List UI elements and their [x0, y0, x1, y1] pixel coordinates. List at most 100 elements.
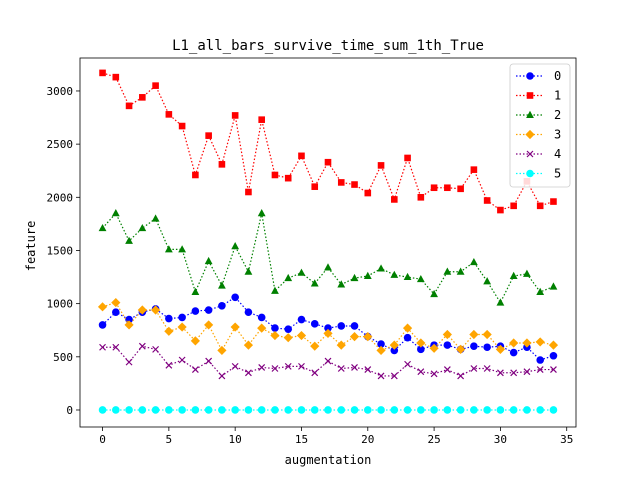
data-point [231, 242, 240, 250]
data-point [497, 206, 504, 214]
data-point [549, 282, 558, 290]
data-point [310, 341, 320, 351]
data-point [483, 343, 491, 352]
x-tick-label: 20 [361, 433, 374, 446]
data-point [258, 116, 265, 123]
data-point [364, 189, 372, 197]
data-point [456, 406, 465, 414]
data-point [178, 313, 186, 322]
data-point [218, 301, 226, 310]
data-point [536, 202, 544, 210]
data-point [139, 94, 146, 101]
data-point [550, 366, 557, 374]
legend-entry: 1 [516, 89, 561, 103]
data-point [164, 245, 173, 253]
data-point [150, 305, 161, 315]
data-point [364, 366, 372, 374]
plot-frame [79, 57, 577, 428]
data-point [271, 286, 279, 294]
data-point [324, 158, 332, 166]
legend-label: 1 [554, 89, 561, 103]
legend-entry: 3 [516, 128, 561, 142]
data-point [178, 122, 186, 130]
data-point [191, 406, 200, 414]
data-point [298, 362, 305, 370]
chart-title: L1_all_bars_survive_time_sum_1th_True [172, 38, 484, 54]
data-point [390, 372, 398, 380]
data-point [349, 332, 360, 342]
data-point [190, 336, 200, 346]
data-point [151, 406, 160, 414]
data-point [138, 406, 147, 414]
data-point [550, 198, 557, 205]
data-point [377, 264, 385, 272]
data-point [283, 333, 293, 343]
data-point [509, 338, 519, 348]
data-point [125, 236, 133, 244]
data-point [204, 406, 213, 414]
data-point [218, 406, 226, 414]
data-point [111, 209, 120, 217]
data-point [204, 306, 213, 314]
legend-entry: 0 [516, 69, 561, 83]
data-point [389, 340, 399, 350]
data-point [350, 273, 359, 282]
data-point [337, 406, 346, 414]
legend-marker [526, 92, 534, 99]
data-point [483, 365, 491, 372]
data-point [456, 267, 465, 275]
data-point [284, 325, 293, 333]
data-point [271, 171, 279, 179]
legend-marker [526, 72, 534, 80]
series-line-2 [102, 212, 554, 304]
data-point [323, 328, 333, 339]
data-point [112, 73, 120, 81]
data-point [443, 366, 451, 374]
data-point [363, 271, 372, 279]
data-point [430, 289, 438, 298]
data-point [469, 329, 479, 340]
data-point [496, 369, 504, 377]
data-point [164, 326, 174, 336]
data-point [165, 111, 173, 118]
data-point [510, 202, 517, 210]
y-tick-label: 2500 [47, 138, 74, 151]
data-point [271, 406, 279, 414]
data-point [351, 364, 358, 371]
data-point [457, 372, 465, 380]
data-point [456, 344, 466, 354]
data-point [311, 369, 319, 377]
data-point [112, 308, 120, 316]
data-point [416, 274, 425, 283]
data-point [377, 340, 385, 348]
data-point [125, 406, 133, 414]
data-point [191, 287, 200, 295]
data-point [138, 223, 147, 232]
data-point [443, 406, 452, 414]
data-point [310, 406, 319, 414]
data-point [204, 256, 213, 265]
legend-entry: 2 [516, 108, 561, 122]
data-point [244, 308, 253, 316]
data-point [536, 356, 544, 364]
data-point [97, 302, 108, 312]
y-tick-label: 1000 [47, 298, 74, 311]
data-point [218, 161, 226, 168]
y-tick-label: 500 [53, 351, 73, 364]
data-point [470, 166, 478, 173]
y-tick-label: 3000 [47, 85, 74, 98]
series-2 [98, 209, 558, 306]
data-point [469, 257, 478, 266]
data-point [337, 322, 346, 330]
data-point [191, 366, 199, 374]
data-point [535, 337, 545, 347]
data-point [284, 362, 292, 370]
data-point [390, 346, 399, 355]
data-point [111, 297, 121, 308]
data-point [377, 406, 385, 414]
series-line-1 [102, 72, 554, 211]
data-point [218, 281, 226, 289]
data-point [297, 315, 306, 324]
x-tick-label: 5 [166, 433, 173, 446]
data-point [470, 365, 478, 372]
